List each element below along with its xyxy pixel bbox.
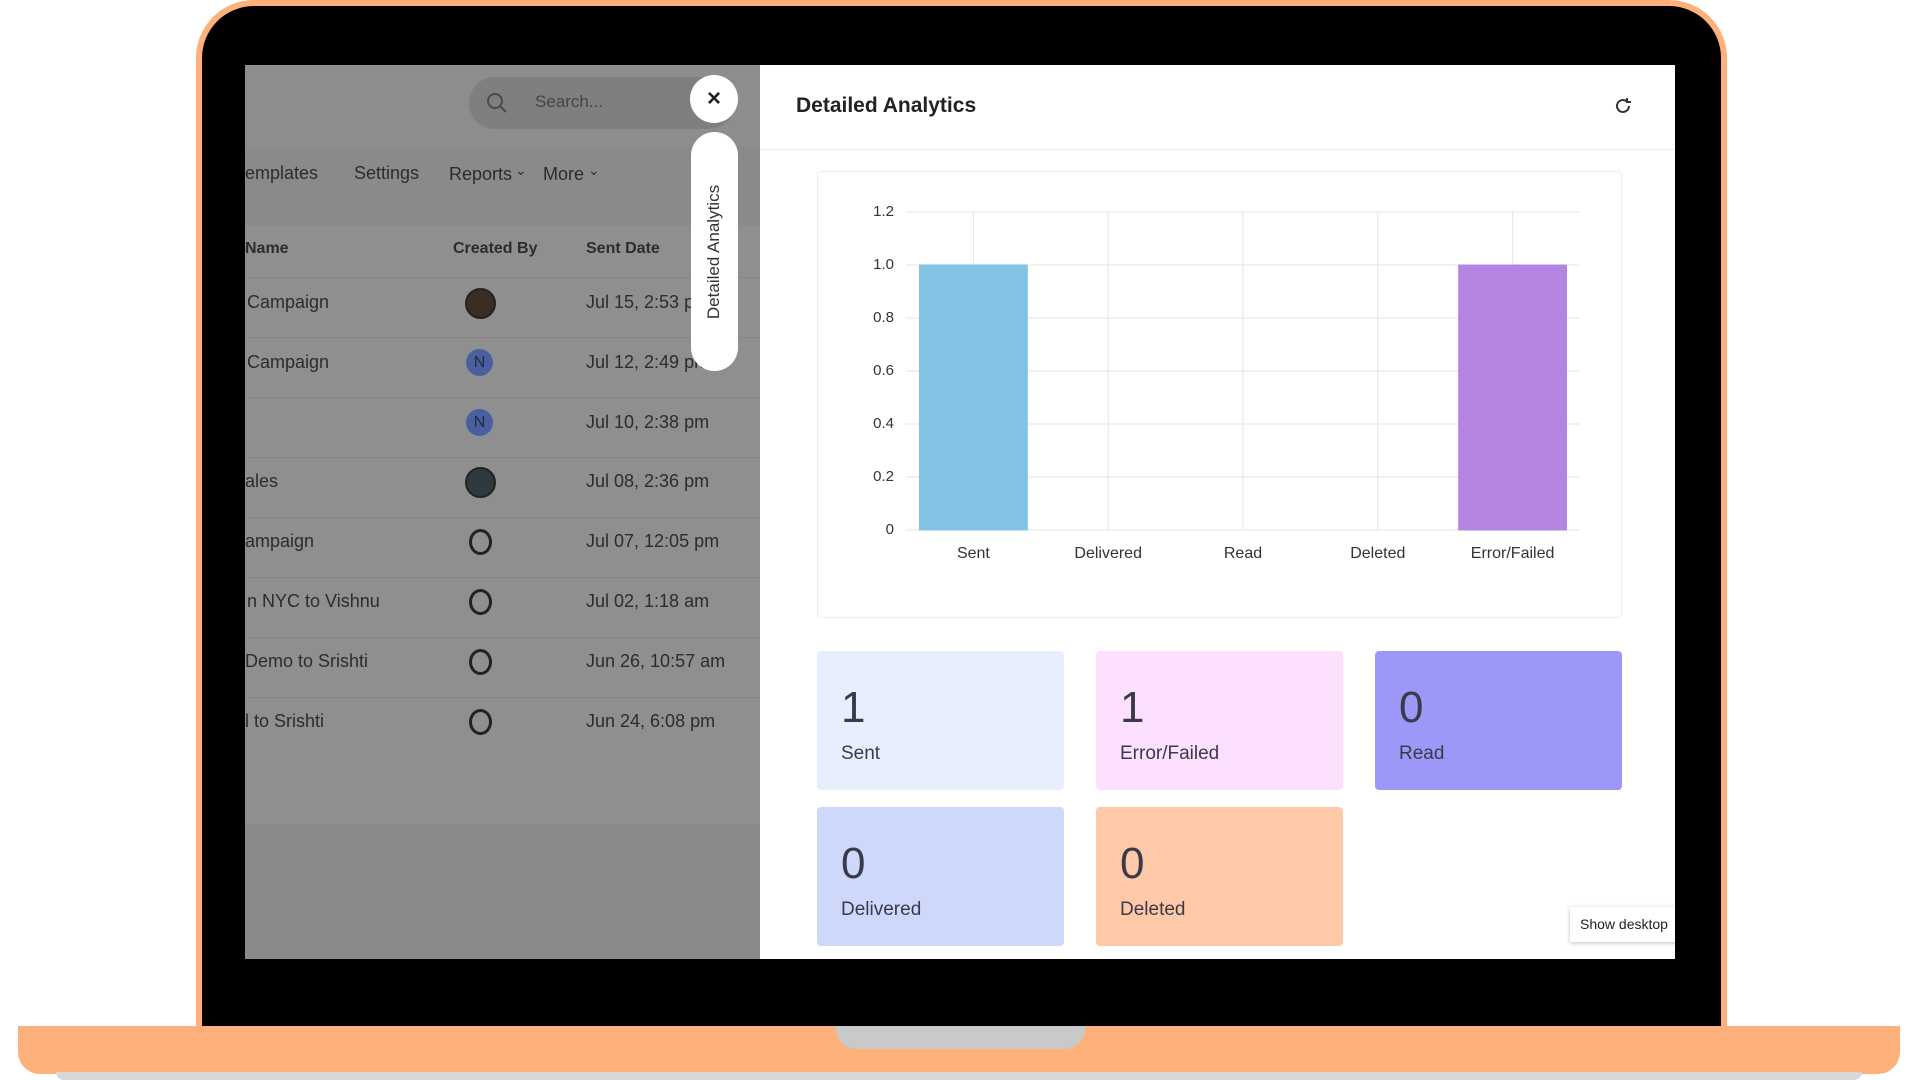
avatar-icon: [469, 529, 492, 555]
avatar-initial: N: [466, 349, 493, 376]
stat-label: Sent: [841, 743, 881, 764]
x-tick-label: Read: [1224, 545, 1262, 562]
y-tick-label: 1.0: [873, 256, 894, 273]
avatar-initial: N: [466, 409, 493, 436]
y-tick-label: 1.2: [873, 203, 894, 220]
y-tick-label: 0.4: [873, 415, 894, 432]
sent-date: Jul 08, 2:36 pm: [586, 471, 710, 491]
column-header: Name: [245, 240, 289, 257]
x-tick-label: Sent: [957, 545, 990, 562]
panel-title: Detailed Analytics: [796, 94, 977, 117]
nav-item[interactable]: Settings: [354, 163, 420, 183]
campaign-name[interactable]: n NYC to Vishnu: [247, 591, 380, 611]
campaign-name[interactable]: Campaign: [247, 292, 330, 312]
search-icon: [487, 93, 507, 113]
sent-date: Jun 24, 6:08 pm: [586, 711, 716, 731]
stat-label: Error/Failed: [1120, 743, 1220, 764]
row-divider: [245, 457, 760, 458]
base-shadow: [56, 1072, 1862, 1080]
avatar-icon: [469, 649, 492, 675]
x-tick-label: Delivered: [1074, 545, 1142, 562]
avatar-photo: [465, 288, 496, 319]
background-app: Search... emplates Settings Reports ⌄ Mo…: [245, 65, 760, 959]
notch: [836, 1026, 1085, 1049]
row-divider: [245, 697, 760, 698]
row-divider: [245, 397, 760, 398]
nav-item[interactable]: More: [543, 164, 585, 184]
stat-label: Read: [1399, 743, 1445, 764]
nav-item[interactable]: emplates: [245, 163, 319, 183]
chart: 0 0.2 0.4 0.6 0.8 1.0 1.2 Sent Delivered Read Dele…: [873, 203, 1580, 562]
campaign-name[interactable]: ales: [245, 471, 279, 491]
stat-card: 0 Delivered: [817, 807, 1064, 946]
stat-label: Deleted: [1120, 899, 1186, 920]
table: [245, 226, 760, 824]
sent-date: Jul 07, 12:05 pm: [586, 531, 720, 551]
nav-item[interactable]: Reports: [449, 164, 513, 184]
x-tick-label: Deleted: [1350, 545, 1405, 562]
row-divider: [245, 517, 760, 518]
side-tab-label: Detailed Analytics: [704, 184, 723, 320]
tooltip: Show desktop: [1570, 907, 1675, 942]
search-placeholder: Search...: [535, 92, 604, 111]
analytics-panel: Detailed Analytics 0 0.2 0.4 0.6 0.8 1.0 1.2 Se…: [760, 65, 1675, 959]
chevron: ⌄: [515, 162, 527, 178]
y-tick-label: 0.8: [873, 309, 894, 326]
header-divider: [760, 149, 1675, 150]
bar: [1458, 264, 1568, 531]
close-button[interactable]: ×: [690, 75, 738, 123]
sent-date: Jul 10, 2:38 pm: [586, 412, 710, 432]
column-header: Created By: [453, 240, 538, 257]
stat-value: 1: [1120, 683, 1145, 732]
campaign-name[interactable]: Demo to Srishti: [245, 651, 369, 671]
avatar-photo: [465, 467, 496, 498]
stat-card: 0 Deleted: [1096, 807, 1343, 946]
campaign-name[interactable]: l to Srishti: [245, 711, 325, 731]
y-tick-label: 0.2: [873, 468, 894, 485]
sent-date: Jul 15, 2:53 pm: [586, 292, 710, 312]
avatar-icon: [469, 589, 492, 615]
screen: Search... emplates Settings Reports ⌄ Mo…: [245, 65, 1675, 959]
stat-value: 0: [841, 839, 866, 888]
campaign-name[interactable]: Campaign: [247, 352, 330, 372]
campaign-name[interactable]: ampaign: [245, 531, 315, 551]
sent-date: Jul 02, 1:18 am: [586, 591, 710, 611]
x-tick-label: Error/Failed: [1471, 545, 1555, 562]
row-divider: [245, 337, 760, 338]
stat-label: Delivered: [841, 899, 922, 920]
sent-date: Jun 26, 10:57 am: [586, 651, 726, 671]
avatar-icon: [469, 709, 492, 735]
stat-value: 0: [1120, 839, 1145, 888]
stat-value: 1: [841, 683, 866, 732]
row-divider: [245, 277, 760, 278]
bar: [918, 264, 1028, 531]
stat-value: 0: [1399, 683, 1424, 732]
row-divider: [245, 577, 760, 578]
chevron: ⌄: [588, 162, 600, 178]
column-header: Sent Date: [586, 240, 660, 257]
sent-date: Jul 12, 2:49 pm: [586, 352, 710, 372]
refresh-button[interactable]: [1612, 95, 1634, 117]
stat-card: 1 Error/Failed: [1096, 651, 1343, 790]
table-rows: Campaign Jul 15, 2:53 pm Campaign N Jul …: [245, 65, 760, 959]
y-tick-label: 0: [886, 521, 894, 538]
chart-card: [817, 171, 1622, 618]
stat-card: 0 Read: [1375, 651, 1622, 790]
side-tab[interactable]: [691, 132, 738, 371]
row-divider: [245, 637, 760, 638]
stat-card: 1 Sent: [817, 651, 1064, 790]
y-tick-label: 0.6: [873, 362, 894, 379]
